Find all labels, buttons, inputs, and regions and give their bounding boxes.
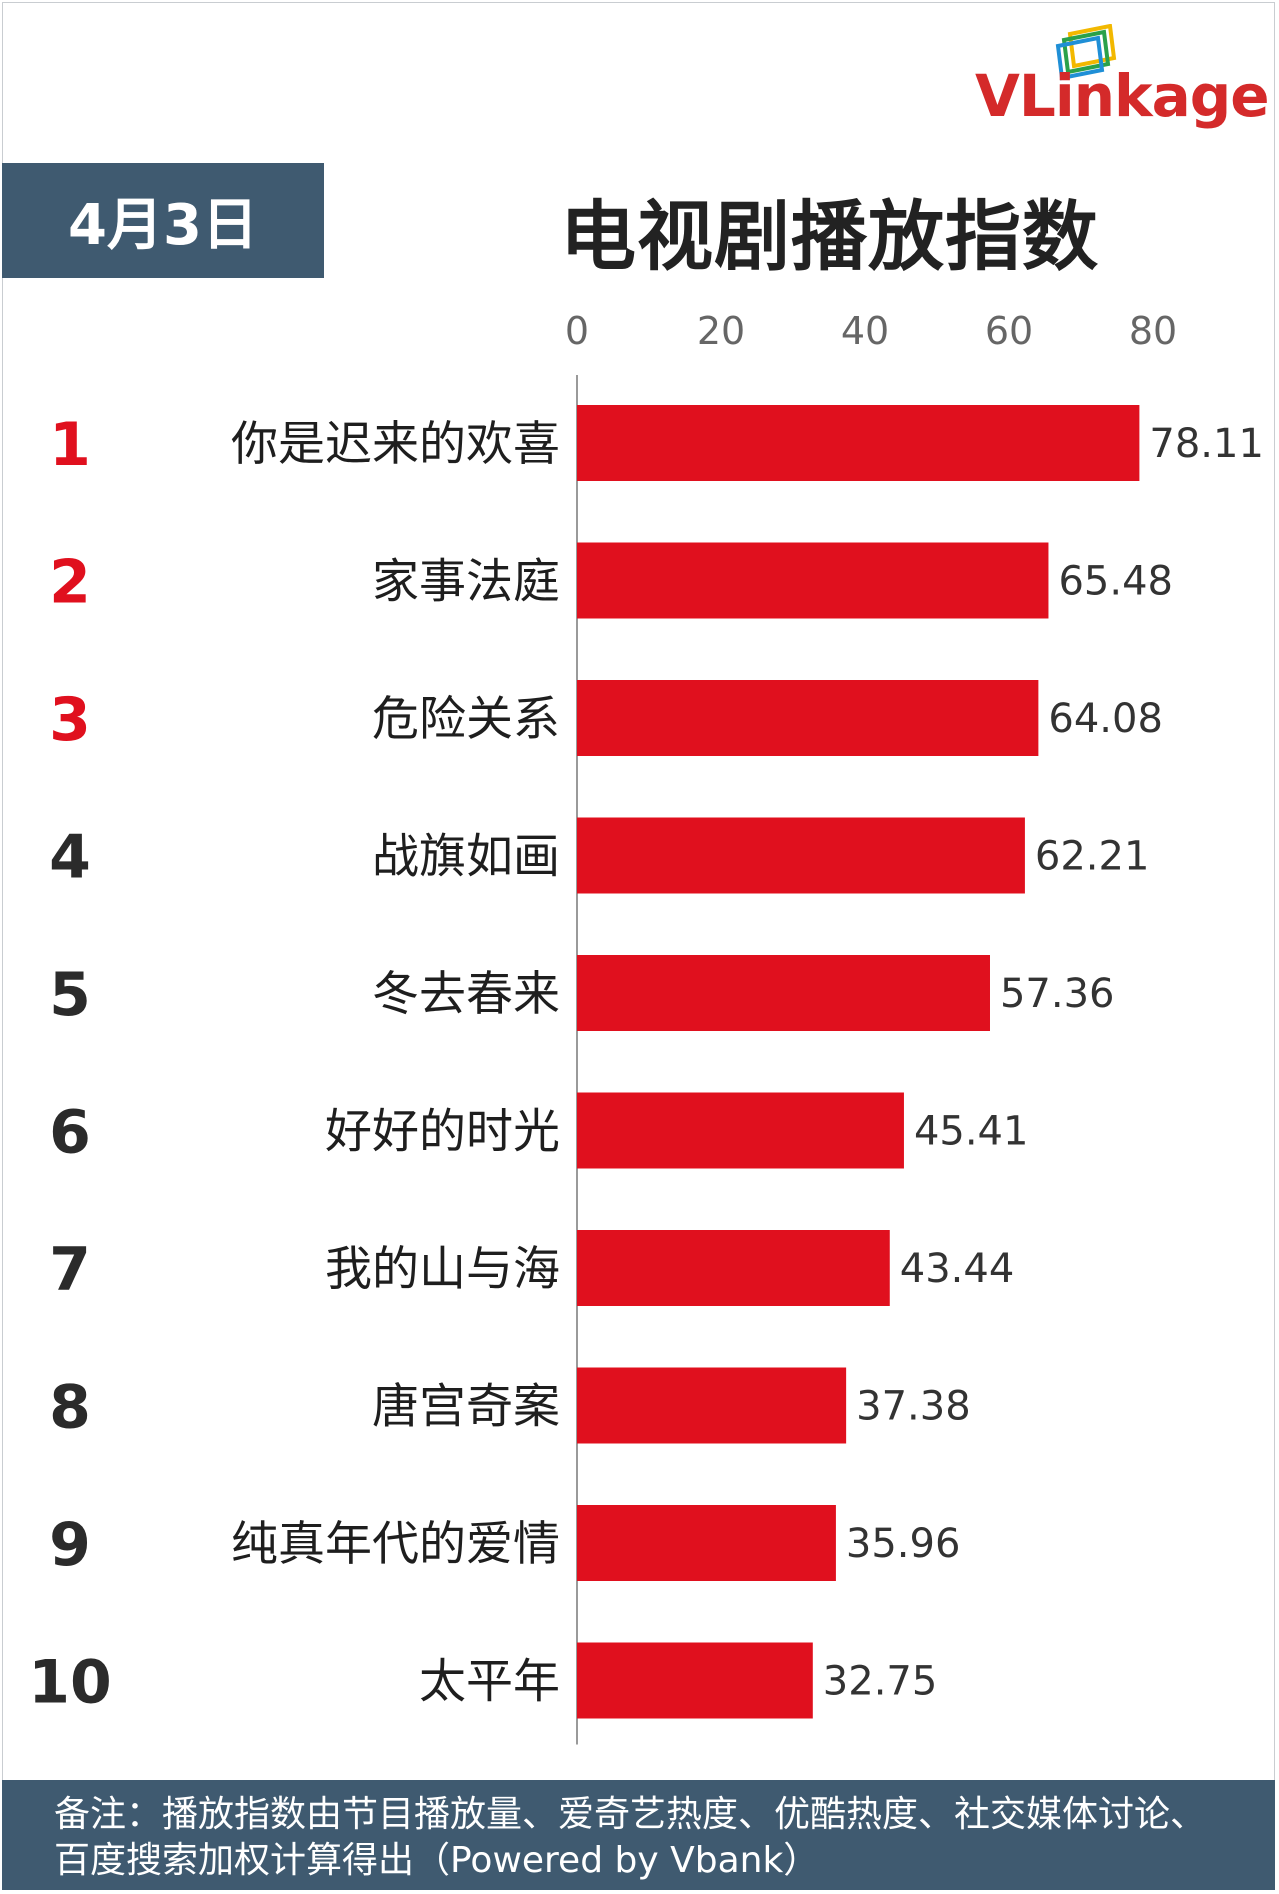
bar-value-label: 78.11 [1149,421,1264,467]
bar-category-label: 家事法庭 [372,555,560,610]
bar-category-label: 唐宫奇案 [372,1380,560,1435]
rank-number: 10 [28,1648,112,1718]
rank-number: 7 [49,1235,91,1305]
bar-category-label: 我的山与海 [325,1242,560,1297]
bar-value-label: 64.08 [1048,696,1163,742]
x-tick-label: 0 [565,309,589,353]
bar [577,542,1049,619]
bar-value-label: 32.75 [823,1659,938,1705]
bar-value-label: 65.48 [1058,559,1173,605]
bar-value-label: 37.38 [856,1384,971,1430]
rank-number: 9 [49,1510,91,1580]
bar-category-label: 战旗如画 [372,830,560,885]
rank-number: 6 [49,1098,91,1168]
rank-number: 5 [49,960,91,1030]
bar-value-label: 45.41 [914,1109,1029,1155]
bar [577,1367,847,1444]
logo-text: VLinkage [975,62,1270,130]
bar-value-label: 43.44 [900,1246,1015,1292]
date-badge: 4月3日 [2,163,324,278]
bar-category-label: 好好的时光 [325,1105,560,1160]
bar-category-label: 你是迟来的欢喜 [231,417,560,472]
bar [577,680,1039,756]
rank-number: 4 [49,823,91,893]
rank-number: 2 [49,548,91,618]
bar [577,1230,890,1306]
rank-number: 3 [49,685,91,755]
rank-number: 8 [49,1373,91,1443]
bar [577,955,990,1031]
bar [577,1092,904,1169]
bar [577,1642,813,1719]
x-tick-label: 20 [697,309,745,353]
x-tick-label: 40 [841,309,889,353]
footer-note-panel: 备注：播放指数由节目播放量、爱奇艺热度、优酷热度、社交媒体讨论、百度搜索加权计算… [2,1780,1275,1890]
logo-mark-icon [1055,24,1117,81]
bar-value-label: 35.96 [846,1521,961,1567]
x-tick-label: 80 [1129,309,1177,353]
bar-chart: 0 20 40 60 80 1 你是迟来的欢喜 78.11 2 家事法庭 65.48 3 危险关系 64.… [28,309,1264,1745]
footer-note: 备注：播放指数由节目播放量、爱奇艺热度、优酷热度、社交媒体讨论、百度搜索加权计算… [54,1794,1207,1881]
x-tick-label: 60 [985,309,1033,353]
bar [577,1505,836,1581]
date-label: 4月3日 [68,193,258,258]
vlinkage-logo: VLinkage [975,24,1275,142]
bar [577,817,1025,894]
bar-value-label: 62.21 [1035,834,1150,880]
bar-category-label: 纯真年代的爱情 [231,1517,560,1572]
bar-category-label: 危险关系 [372,692,560,747]
bar-value-label: 57.36 [1000,971,1115,1017]
bar-category-label: 冬去春来 [372,967,560,1022]
rank-number: 1 [49,410,91,480]
page-title: 电视剧播放指数 [560,192,1099,281]
bar [577,405,1140,481]
bar-category-label: 太平年 [419,1655,560,1710]
